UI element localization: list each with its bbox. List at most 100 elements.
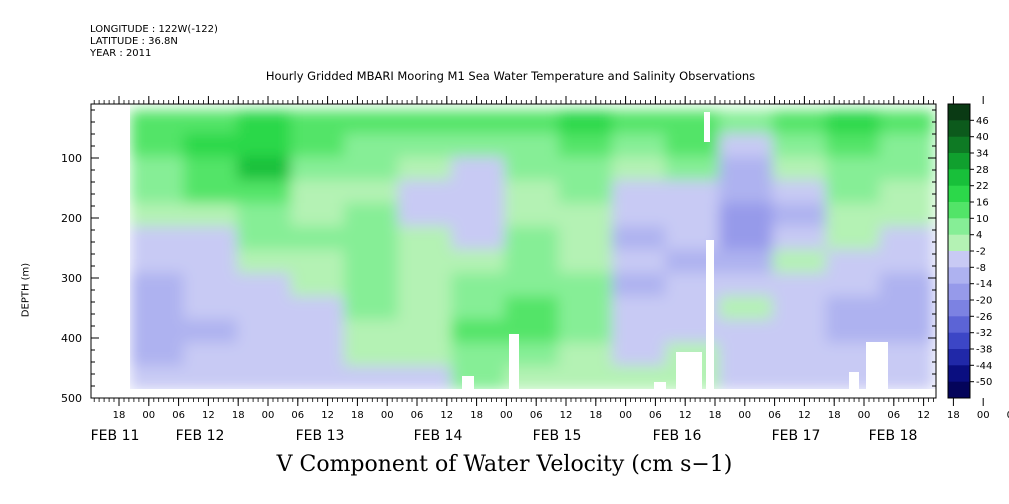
heatmap-cell	[451, 365, 506, 391]
x-tick-label: 00	[619, 410, 632, 421]
y-tick-label: 400	[61, 332, 82, 345]
colorbar-label: 46	[976, 116, 989, 127]
colorbar-band	[948, 202, 970, 219]
heatmap-cell	[290, 110, 346, 135]
heatmap-cell	[183, 365, 238, 391]
heatmap-cell	[825, 133, 881, 158]
heatmap-cell	[237, 203, 292, 228]
x-tick-label: 06	[530, 410, 543, 421]
colorbar-label: 28	[976, 165, 989, 176]
x-date-label: FEB 16	[653, 428, 702, 444]
missing-data-gap	[849, 372, 859, 398]
heatmap-cell	[558, 296, 613, 321]
heatmap-cell	[183, 133, 238, 158]
plot-frame	[90, 103, 937, 399]
heatmap-cell	[611, 179, 667, 205]
colorbar-band	[948, 381, 970, 399]
plot-title: Hourly Gridded MBARI Mooring M1 Sea Wate…	[265, 69, 756, 83]
heatmap-cell	[397, 133, 453, 158]
heatmap-cell	[451, 249, 506, 274]
heatmap-cell	[558, 365, 613, 391]
heatmap-cell	[879, 226, 934, 251]
heatmap-cell	[290, 365, 346, 391]
axes: 18 00 06 12 18 00 06 12 18 00 06 12 18 00 06 12 18 00 06 12…	[61, 96, 1009, 444]
heatmap-cell	[558, 272, 613, 298]
colorbar-band	[948, 234, 970, 252]
heatmap-cell	[183, 110, 238, 135]
colorbar: 46 40 34 28 22 16 10 4 -2 -8 -14 -20 -26 -32 -38 -44 -50	[947, 103, 992, 399]
heatmap-cell	[344, 272, 399, 298]
colorbar-label: 16	[976, 198, 989, 209]
x-tick-label: 06	[411, 410, 424, 421]
heatmap-cell	[611, 226, 667, 251]
x-tick-label: 00	[858, 410, 871, 421]
x-date-label: FEB 18	[869, 428, 918, 444]
heatmap-cell	[237, 179, 292, 205]
heatmap-cell	[772, 133, 827, 158]
heatmap-cell	[879, 203, 934, 228]
heatmap-cell	[237, 365, 292, 391]
heatmap-cell	[290, 156, 346, 181]
x-tick-label: 06	[291, 410, 304, 421]
heatmap-cell	[825, 156, 881, 181]
heatmap-cell	[665, 156, 720, 181]
heatmap-cell	[718, 365, 774, 391]
y-tick-label: 500	[61, 392, 82, 405]
heatmap-cell	[611, 319, 667, 344]
colorbar-band	[948, 349, 970, 366]
x-tick-label: 18	[828, 410, 841, 421]
heatmap-cell	[183, 156, 238, 181]
heatmap-cell	[611, 249, 667, 274]
heatmap-cell	[397, 156, 453, 181]
heatmap-cell	[344, 133, 399, 158]
heatmap-cell	[344, 342, 399, 367]
heatmap-cell	[451, 319, 506, 344]
colorbar-label: -32	[976, 328, 992, 339]
heatmap-cell	[397, 272, 453, 298]
heatmap-cell	[504, 249, 560, 274]
heatmap-cell	[130, 156, 185, 181]
heatmap-cell	[237, 110, 292, 135]
heatmap-cell	[344, 203, 399, 228]
heatmap-cell	[772, 203, 827, 228]
heatmap-cell	[237, 296, 292, 321]
x-tick-label: 00	[500, 410, 513, 421]
heatmap-cell	[772, 249, 827, 274]
heatmap-cell	[504, 133, 560, 158]
heatmap-cell	[558, 110, 613, 135]
heatmap-cell	[290, 226, 346, 251]
heatmap-cell	[558, 342, 613, 367]
heatmap-cell	[504, 156, 560, 181]
heatmap-cell	[825, 110, 881, 135]
x-tick-label: 12	[798, 410, 811, 421]
heatmap-cell	[183, 226, 238, 251]
heatmap-cell	[879, 249, 934, 274]
heatmap-cell	[290, 249, 346, 274]
heatmap-cell	[504, 296, 560, 321]
colorbar-band	[948, 267, 970, 285]
heatmap-cell	[344, 226, 399, 251]
heatmap-cell	[130, 272, 185, 298]
x-date-label: FEB 17	[772, 428, 821, 444]
heatmap-cell	[718, 179, 774, 205]
heatmap-cell	[611, 110, 667, 135]
heatmap-cell	[451, 110, 506, 135]
x-tick-label: 00	[142, 410, 155, 421]
heatmap-cell	[611, 342, 667, 367]
heatmap-cell	[611, 203, 667, 228]
x-tick-label: 18	[709, 410, 722, 421]
heatmap-cell	[130, 249, 185, 274]
x-tick-label: 12	[917, 410, 930, 421]
heatmap-cell	[665, 179, 720, 205]
heatmap-cell	[130, 296, 185, 321]
heatmap-cell	[397, 342, 453, 367]
variable-title: V Component of Water Velocity (cm s−1)	[276, 452, 733, 477]
longitude-label: LONGITUDE : 122W(-122)	[90, 24, 218, 35]
heatmap-cell	[397, 179, 453, 205]
colorbar-band	[948, 300, 970, 317]
heatmap-cell	[290, 133, 346, 158]
x-tick-label: 06	[887, 410, 900, 421]
colorbar-band	[948, 153, 970, 170]
heatmap-cell	[183, 272, 238, 298]
x-tick-label: 18	[589, 410, 602, 421]
